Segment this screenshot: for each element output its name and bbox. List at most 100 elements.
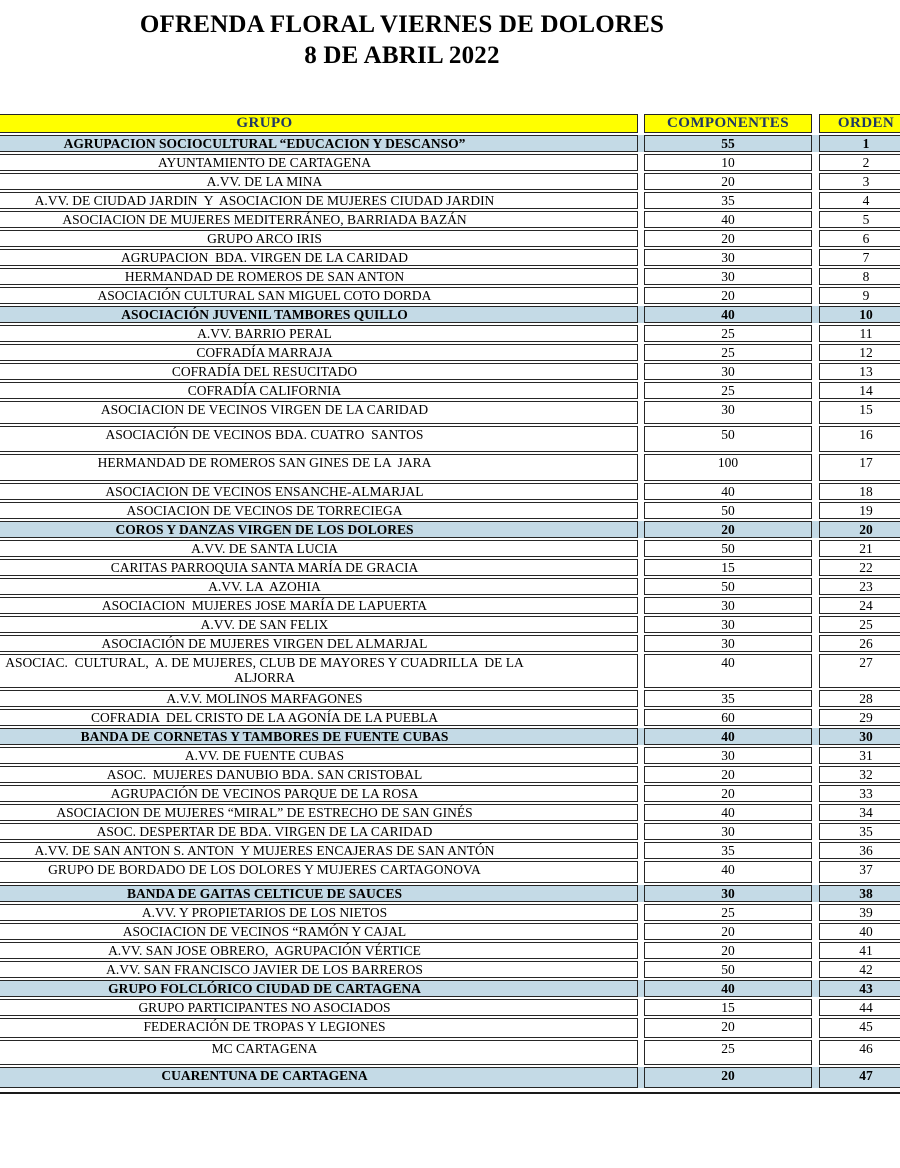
orden-cell: 42 [819, 961, 900, 978]
grupo-cell: COROS Y DANZAS VIRGEN DE LOS DOLORES [0, 521, 638, 538]
orden-cell: 45 [819, 1018, 900, 1038]
componentes-cell: 35 [644, 690, 812, 707]
gutter-cell [812, 635, 819, 652]
grupo-cell: ASOCIACIÓN CULTURAL SAN MIGUEL COTO DORD… [0, 287, 638, 304]
grupo-cell: A.VV. SAN JOSE OBRERO, AGRUPACIÓN VÉRTIC… [0, 942, 638, 959]
orden-cell: 31 [819, 747, 900, 764]
componentes-cell: 40 [644, 804, 812, 821]
grupo-cell: COFRADÍA CALIFORNIA [0, 382, 638, 399]
orden-cell: 20 [819, 521, 900, 538]
grupo-cell: ASOCIACION DE VECINOS ENSANCHE-ALMARJAL [0, 483, 638, 500]
grupo-cell: A.VV. SAN FRANCISCO JAVIER DE LOS BARRER… [0, 961, 638, 978]
gutter-cell [812, 616, 819, 633]
gutter-cell [638, 135, 644, 152]
gutter-cell [812, 823, 819, 840]
table-row: BANDA DE GAITAS CELTICUE DE SAUCES 30 38 [0, 885, 900, 902]
gutter-cell [812, 426, 819, 452]
orden-cell: 2 [819, 154, 900, 171]
gutter-cell [812, 785, 819, 802]
gutter-cell [812, 268, 819, 285]
componentes-cell: 20 [644, 287, 812, 304]
orden-cell: 3 [819, 173, 900, 190]
grupo-cell: GRUPO DE BORDADO DE LOS DOLORES Y MUJERE… [0, 861, 638, 883]
gutter-cell [812, 980, 819, 997]
table-row: ASOCIACIÓN DE MUJERES VIRGEN DEL ALMARJA… [0, 635, 900, 652]
table-row: GRUPO PARTICIPANTES NO ASOCIADOS 15 44 [0, 999, 900, 1016]
column-header-grupo: GRUPO [0, 114, 638, 133]
table-row: A.VV. DE SANTA LUCIA 50 21 [0, 540, 900, 557]
componentes-cell: 40 [644, 211, 812, 228]
orden-cell: 37 [819, 861, 900, 883]
gutter-cell [638, 728, 644, 745]
orden-cell: 46 [819, 1040, 900, 1065]
grupo-cell: ASOCIAC. CULTURAL, A. DE MUJERES, CLUB D… [0, 654, 638, 688]
componentes-cell: 40 [644, 654, 812, 688]
gutter-cell [812, 401, 819, 424]
orden-cell: 1 [819, 135, 900, 152]
grupo-cell: GRUPO ARCO IRIS [0, 230, 638, 247]
gutter-cell [638, 521, 644, 538]
componentes-cell: 30 [644, 747, 812, 764]
gutter-cell [812, 454, 819, 481]
orden-cell: 4 [819, 192, 900, 209]
gutter-cell [812, 249, 819, 266]
table-row: A.VV. DE LA MINA 20 3 [0, 173, 900, 190]
componentes-cell: 20 [644, 766, 812, 783]
componentes-cell: 20 [644, 521, 812, 538]
componentes-cell: 20 [644, 173, 812, 190]
table-row: A.V.V. MOLINOS MARFAGONES 35 28 [0, 690, 900, 707]
componentes-cell: 50 [644, 502, 812, 519]
grupo-cell: CUARENTUNA DE CARTAGENA [0, 1067, 638, 1088]
componentes-cell: 40 [644, 483, 812, 500]
grupo-cell: A.VV. DE SAN ANTON S. ANTON Y MUJERES EN… [0, 842, 638, 859]
table-row: GRUPO FOLCLÓRICO CIUDAD DE CARTAGENA 40 … [0, 980, 900, 997]
grupo-cell: A.V.V. MOLINOS MARFAGONES [0, 690, 638, 707]
table-row: ASOC. MUJERES DANUBIO BDA. SAN CRISTOBAL… [0, 766, 900, 783]
gutter-cell [638, 306, 644, 323]
grupo-cell: A.VV. DE SAN FELIX [0, 616, 638, 633]
orden-cell: 13 [819, 363, 900, 380]
groups-table: GRUPO COMPONENTES ORDEN AGRUPACION SOCIO… [0, 112, 900, 1090]
gutter-cell [812, 804, 819, 821]
orden-cell: 29 [819, 709, 900, 726]
grupo-cell: AGRUPACION SOCIOCULTURAL “EDUCACION Y DE… [0, 135, 638, 152]
column-gutter [812, 114, 819, 133]
orden-cell: 41 [819, 942, 900, 959]
gutter-cell [812, 942, 819, 959]
componentes-cell: 15 [644, 559, 812, 576]
grupo-cell: MC CARTAGENA [0, 1040, 638, 1065]
orden-cell: 43 [819, 980, 900, 997]
table-row: ASOCIACIÓN DE VECINOS BDA. CUATRO SANTOS… [0, 426, 900, 452]
orden-cell: 25 [819, 616, 900, 633]
table-bottom-border [0, 1092, 900, 1094]
grupo-cell: A.VV. BARRIO PERAL [0, 325, 638, 342]
grupo-cell: HERMANDAD DE ROMEROS SAN GINES DE LA JAR… [0, 454, 638, 481]
table-row: A.VV. DE SAN ANTON S. ANTON Y MUJERES EN… [0, 842, 900, 859]
componentes-cell: 20 [644, 942, 812, 959]
orden-cell: 35 [819, 823, 900, 840]
gutter-cell [812, 709, 819, 726]
gutter-cell [812, 961, 819, 978]
table-row: ASOC. DESPERTAR DE BDA. VIRGEN DE LA CAR… [0, 823, 900, 840]
grupo-cell: ASOCIACION DE VECINOS VIRGEN DE LA CARID… [0, 401, 638, 424]
gutter-cell [812, 325, 819, 342]
orden-cell: 38 [819, 885, 900, 902]
gutter-cell [812, 521, 819, 538]
table-row: AGRUPACIÓN DE VECINOS PARQUE DE LA ROSA … [0, 785, 900, 802]
gutter-cell [812, 690, 819, 707]
gutter-cell [812, 861, 819, 883]
table-row: COFRADÍA MARRAJA 25 12 [0, 344, 900, 361]
gutter-cell [812, 502, 819, 519]
table-row: COFRADIA DEL CRISTO DE LA AGONÍA DE LA P… [0, 709, 900, 726]
componentes-cell: 15 [644, 999, 812, 1016]
gutter-cell [812, 483, 819, 500]
componentes-cell: 30 [644, 363, 812, 380]
gutter-cell [812, 1018, 819, 1038]
componentes-cell: 40 [644, 728, 812, 745]
gutter-cell [638, 1067, 644, 1088]
orden-cell: 9 [819, 287, 900, 304]
componentes-cell: 50 [644, 426, 812, 452]
grupo-cell: A.VV. LA AZOHIA [0, 578, 638, 595]
gutter-cell [812, 766, 819, 783]
